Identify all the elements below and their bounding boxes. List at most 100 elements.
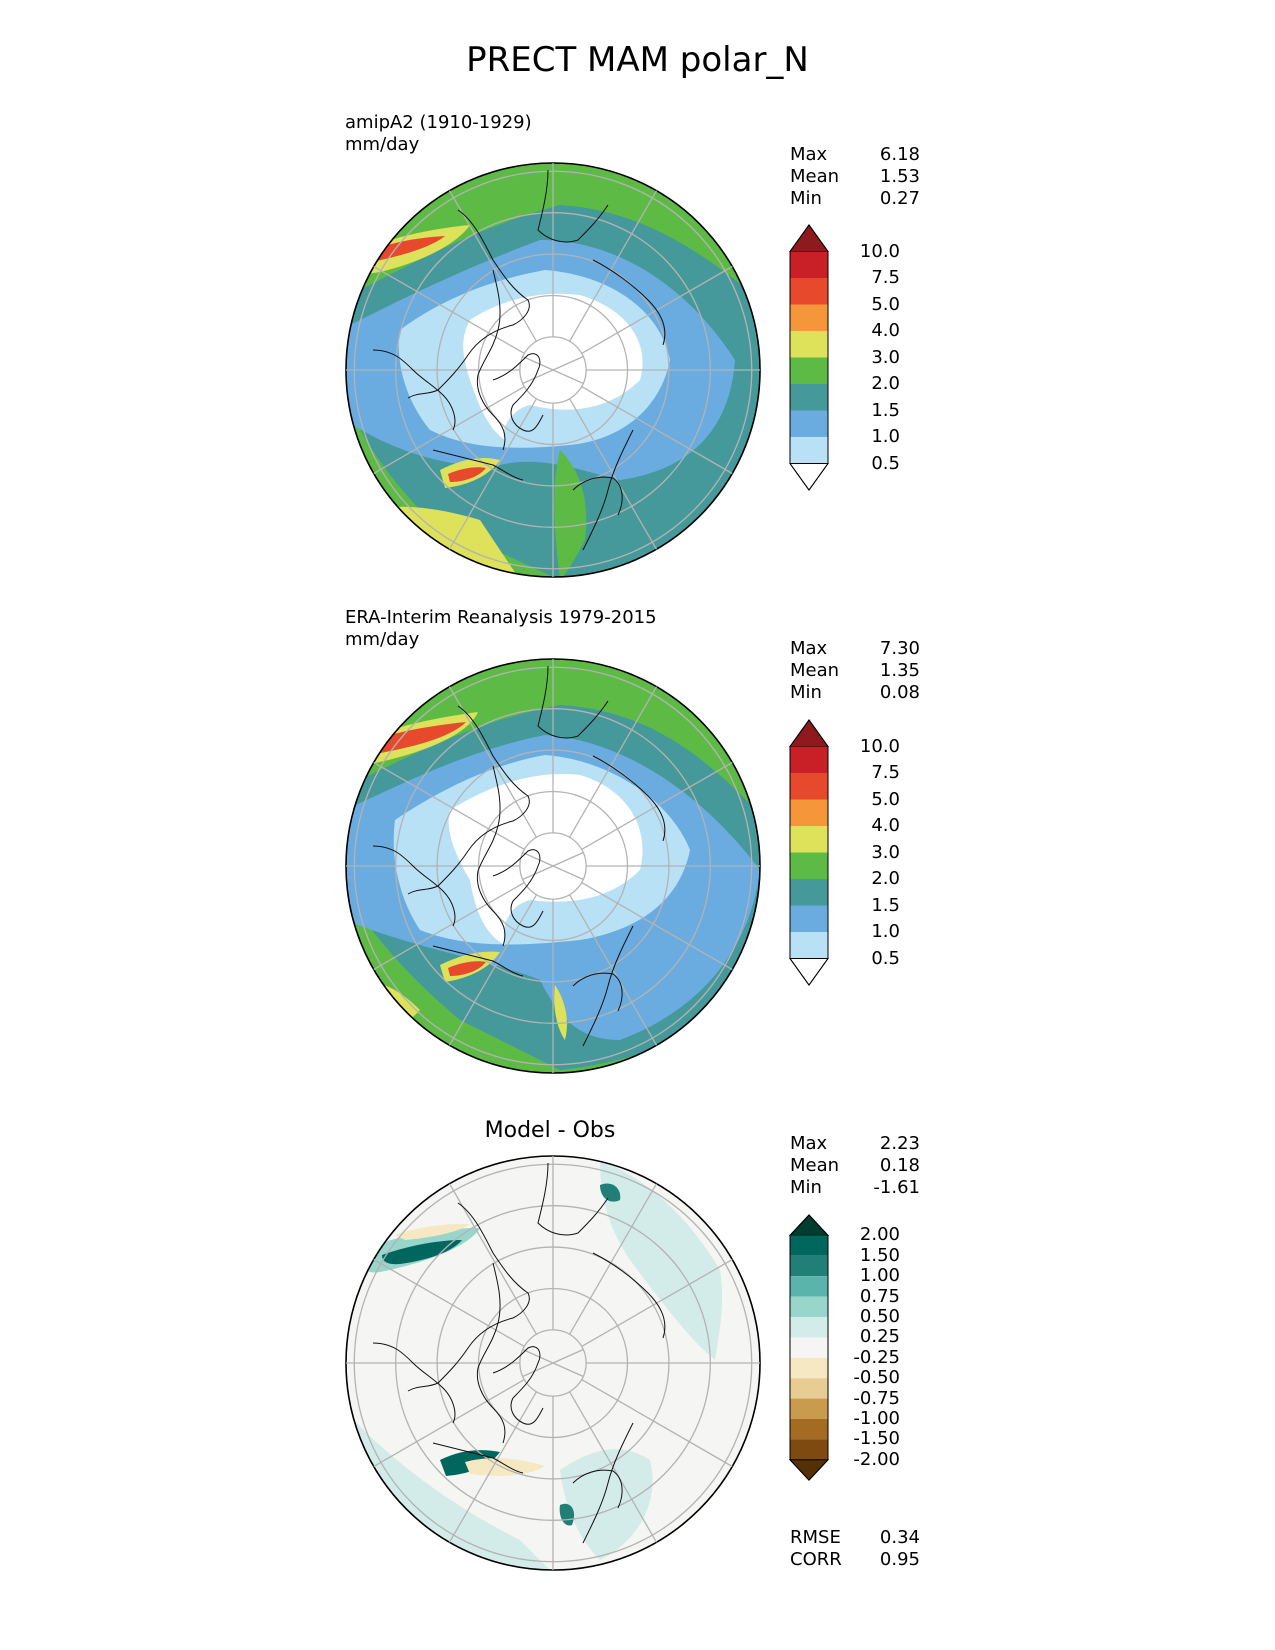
colorbar-segment	[790, 1439, 828, 1460]
coastline	[592, 755, 666, 842]
diff-band-025-050	[600, 1160, 723, 1360]
map-obs	[346, 659, 760, 1073]
coastline	[537, 169, 609, 243]
colorbar-tick-label: 3.0	[871, 346, 900, 368]
colorbar-segment	[790, 773, 828, 800]
coastline	[537, 1162, 609, 1236]
meridian-line	[568, 1183, 658, 1335]
colorbar-segment	[790, 905, 828, 932]
colorbar-tick-label: 7.5	[871, 762, 900, 783]
colorbar-tick-label: 4.0	[871, 320, 900, 341]
coastline	[582, 925, 634, 1047]
coastlines	[372, 169, 666, 1544]
coastline	[592, 259, 666, 346]
meridian-line	[522, 852, 584, 880]
colorbar-extend-top	[789, 224, 829, 252]
coastline	[492, 1346, 544, 1425]
coastline	[372, 845, 456, 927]
colorbar-segment	[790, 826, 828, 853]
stat-value: 7.30	[879, 638, 920, 659]
colorbar-segment	[790, 1255, 828, 1277]
colorbar-extend-bottom	[789, 958, 829, 986]
panel-diff-title: Model - Obs	[484, 1118, 616, 1143]
meridian-line	[568, 686, 658, 838]
diff-band-150-200	[382, 1240, 462, 1265]
atlantic-track-red	[448, 961, 486, 976]
colorbar-diff	[788, 1214, 830, 1481]
diff-band-neg-025-050	[465, 1458, 545, 1476]
stat-label: Mean	[790, 166, 840, 187]
coastline	[572, 476, 623, 516]
diff-band-025-050	[560, 1449, 653, 1560]
panel-model-units: mm/day	[345, 134, 420, 155]
panel-model-dataset: amipA2 (1910-1929)	[345, 112, 532, 133]
colorbar-segment	[790, 357, 828, 384]
panel-obs-stats: Max 7.30 Mean 1.35 Min 0.08	[790, 638, 920, 704]
coastline	[476, 1262, 506, 1444]
colorbar-segment	[790, 1398, 828, 1419]
meridian-line	[448, 190, 538, 342]
diff-band-100-150	[600, 1183, 621, 1202]
meridian-line	[373, 1378, 525, 1468]
colorbar-tick-label: 0.5	[871, 947, 900, 969]
coastline-map-1	[372, 169, 666, 551]
colorbar-segment	[790, 437, 828, 464]
colorbar-segment	[790, 1276, 828, 1297]
metric-value: 0.34	[879, 1527, 920, 1548]
panel-obs-units: mm/day	[345, 629, 420, 650]
coastline	[492, 353, 544, 432]
meridian-line	[373, 265, 525, 355]
meridian-line	[581, 881, 733, 971]
figure-title: PRECT MAM polar_N	[466, 40, 809, 80]
coastline-map-2	[372, 665, 666, 1047]
stat-label: Min	[790, 188, 822, 209]
diff-band-neg-025-050	[395, 1223, 470, 1240]
meridian-line	[581, 385, 733, 475]
colorbar-tick-label: 4.0	[871, 815, 900, 836]
coastline	[432, 1442, 524, 1474]
colorbar-tick-label: 10.0	[859, 735, 900, 757]
stat-label: Mean	[790, 660, 840, 681]
colorbar-segment	[790, 410, 828, 437]
map-diff	[346, 1156, 760, 1570]
colorbar-tick-label: 7.5	[871, 267, 900, 288]
stat-label: Min	[790, 1177, 822, 1198]
colorbar-extend-bottom	[788, 1459, 830, 1481]
stat-label: Max	[790, 1133, 828, 1154]
meridian-line	[448, 894, 538, 1046]
stat-value: 6.18	[879, 144, 920, 165]
stat-value: 1.53	[879, 166, 920, 187]
stat-value: 0.18	[879, 1155, 920, 1176]
meridian-line	[373, 881, 525, 971]
graticule-map-2	[346, 659, 760, 1073]
stat-label: Mean	[790, 1155, 840, 1176]
colorbar-segment	[790, 1378, 828, 1399]
meridian-line	[448, 398, 538, 550]
colorbar-segment	[790, 1235, 828, 1256]
colorbar-segment	[790, 852, 828, 879]
colorbar-tick-label: -1.50	[853, 1428, 900, 1450]
meridian-line	[448, 1183, 538, 1335]
coastline	[432, 945, 524, 977]
colorbar-tick-label: 1.50	[859, 1244, 900, 1266]
colorbar-tick-label: 1.5	[871, 399, 900, 421]
colorbar-segment	[790, 1419, 828, 1440]
meridian-line	[373, 761, 525, 851]
stat-value: 0.08	[879, 682, 920, 703]
colorbar-tick-label: -0.25	[853, 1346, 900, 1368]
colorbar-segment	[790, 304, 828, 331]
colorbar-tick-label: -0.50	[853, 1367, 900, 1389]
colorbar-segment	[790, 1317, 828, 1338]
colorbar-tick-label: -1.00	[853, 1408, 900, 1429]
colorbar-extend-top	[788, 1214, 830, 1236]
coastline	[372, 349, 456, 431]
panel-obs-dataset: ERA-Interim Reanalysis 1979-2015	[345, 607, 657, 628]
coastline	[476, 269, 506, 451]
metric-label: RMSE	[790, 1527, 841, 1548]
meridian-line	[373, 385, 525, 475]
coastline	[492, 849, 544, 928]
coastline	[537, 665, 609, 739]
precip-band-below-05	[463, 293, 643, 440]
colorbar-segment	[790, 879, 828, 906]
